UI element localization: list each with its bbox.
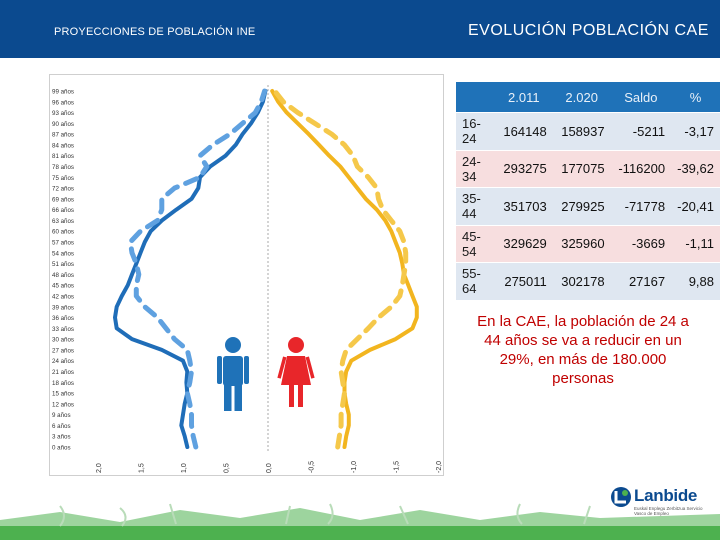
y-tick-label: 51 años bbox=[52, 261, 74, 268]
y-tick-label: 15 años bbox=[52, 391, 74, 398]
table-cell: -3,17 bbox=[671, 112, 720, 150]
right-title: EVOLUCIÓN POBLACIÓN CAE bbox=[468, 22, 709, 39]
logo-name: Lanbide bbox=[634, 486, 698, 505]
table-cell: -116200 bbox=[610, 149, 672, 188]
y-tick-label: 60 años bbox=[52, 229, 74, 236]
table-cell: 35-44 bbox=[456, 187, 495, 225]
y-tick-label: 66 años bbox=[52, 207, 74, 214]
table-cell: 325960 bbox=[552, 224, 611, 263]
y-tick-label: 87 años bbox=[52, 132, 74, 139]
x-tick-label: 1,5 bbox=[139, 463, 146, 473]
y-tick-label: 36 años bbox=[52, 315, 74, 322]
table-row: 24-34 293275 177075 -116200 -39,62 bbox=[456, 149, 720, 188]
table-cell: -39,62 bbox=[671, 149, 720, 188]
y-tick-label: 18 años bbox=[52, 380, 74, 387]
table-cell: 16-24 bbox=[456, 112, 495, 150]
population-pyramid-chart: 99 años 96 años 93 años 90 años 87 años 84 añ… bbox=[49, 74, 444, 476]
decorative-footer-band bbox=[0, 496, 720, 540]
y-tick-label: 0 años bbox=[52, 445, 71, 452]
y-tick-label: 6 años bbox=[52, 423, 71, 430]
y-tick-label: 57 años bbox=[52, 240, 74, 247]
table-cell: 55-64 bbox=[456, 262, 495, 300]
y-tick-label: 42 años bbox=[52, 293, 74, 300]
y-tick-label: 27 años bbox=[52, 347, 74, 354]
y-tick-label: 84 años bbox=[52, 142, 74, 149]
table-cell: 177075 bbox=[552, 149, 611, 188]
y-tick-label: 30 años bbox=[52, 337, 74, 344]
table-header-row: 2.011 2.020 Saldo % bbox=[456, 82, 720, 113]
y-tick-label: 75 años bbox=[52, 175, 74, 182]
table-cell: 302178 bbox=[552, 262, 611, 300]
table-header-cell: Saldo bbox=[610, 82, 672, 113]
y-tick-label: 33 años bbox=[52, 326, 74, 333]
table-cell: 164148 bbox=[494, 112, 553, 150]
x-tick-label: 0,5 bbox=[224, 463, 231, 473]
lanbide-logo-icon bbox=[611, 487, 631, 507]
key-statement: En la CAE, la población de 24 a 44 años … bbox=[477, 313, 689, 387]
table-cell: 351703 bbox=[494, 187, 553, 225]
table-cell: -1,11 bbox=[671, 224, 720, 263]
y-tick-label: 3 años bbox=[52, 434, 71, 441]
x-tick-label: -2,0 bbox=[436, 461, 443, 473]
y-tick-label: 90 años bbox=[52, 121, 74, 128]
y-tick-label: 24 años bbox=[52, 358, 74, 365]
y-tick-label: 93 años bbox=[52, 110, 74, 117]
x-tick-label: 2,0 bbox=[96, 463, 103, 473]
x-tick-label: 1,0 bbox=[181, 463, 188, 473]
x-tick-label: -0,5 bbox=[309, 461, 316, 473]
x-tick-label: -1,5 bbox=[394, 461, 401, 473]
y-tick-label: 96 años bbox=[52, 99, 74, 106]
table-cell: 158937 bbox=[552, 112, 611, 150]
table-cell: 279925 bbox=[552, 187, 611, 225]
y-tick-label: 12 años bbox=[52, 401, 74, 408]
y-tick-label: 72 años bbox=[52, 186, 74, 193]
table-cell: -3669 bbox=[610, 224, 672, 263]
y-tick-label: 81 años bbox=[52, 153, 74, 160]
table-cell: -71778 bbox=[610, 187, 672, 225]
y-tick-label: 69 años bbox=[52, 196, 74, 203]
header-bar: PROYECCIONES DE POBLACIÓN INE EVOLUCIÓN … bbox=[0, 0, 720, 58]
table-cell: 293275 bbox=[494, 149, 553, 188]
y-tick-label: 99 años bbox=[52, 89, 74, 96]
x-tick-label: -1,0 bbox=[351, 461, 358, 473]
table-cell: -5211 bbox=[610, 112, 672, 150]
y-tick-label: 63 años bbox=[52, 218, 74, 225]
table-row: 16-24 164148 158937 -5211 -3,17 bbox=[456, 112, 720, 150]
table-cell: 9,88 bbox=[671, 262, 720, 300]
table-cell: 27167 bbox=[610, 262, 672, 300]
series-line-women-dashed bbox=[272, 88, 409, 450]
y-tick-label: 78 años bbox=[52, 164, 74, 171]
left-title: PROYECCIONES DE POBLACIÓN INE bbox=[54, 26, 256, 38]
table-cell: 329629 bbox=[494, 224, 553, 263]
y-tick-label: 21 años bbox=[52, 369, 74, 376]
y-tick-label: 39 años bbox=[52, 304, 74, 311]
y-tick-label: 48 años bbox=[52, 272, 74, 279]
table-cell: 45-54 bbox=[456, 224, 495, 263]
series-line-men-solid bbox=[113, 89, 268, 449]
table-cell: 24-34 bbox=[456, 149, 495, 188]
lanbide-logo: Lanbide Euskal Enplegu Zerbitzua Servici… bbox=[610, 484, 710, 524]
y-tick-label: 9 años bbox=[52, 412, 71, 419]
pyramid-svg: 99 años 96 años 93 años 90 años 87 años 84 añ… bbox=[52, 85, 443, 473]
cae-population-table: 2.011 2.020 Saldo % 16-24 164148 158937 … bbox=[456, 82, 720, 300]
table-cell: 275011 bbox=[494, 262, 553, 300]
man-icon bbox=[217, 337, 249, 411]
table-row: 55-64 275011 302178 27167 9,88 bbox=[456, 262, 720, 300]
table-row: 45-54 329629 325960 -3669 -1,11 bbox=[456, 224, 720, 263]
table-row: 35-44 351703 279925 -71778 -20,41 bbox=[456, 187, 720, 225]
table-header-cell: % bbox=[671, 82, 720, 113]
table-cell: -20,41 bbox=[671, 187, 720, 225]
woman-icon bbox=[277, 337, 315, 407]
y-tick-label: 45 años bbox=[52, 283, 74, 290]
y-tick-label: 54 años bbox=[52, 250, 74, 257]
table-header-cell: 2.011 bbox=[494, 82, 553, 113]
series-line-men-dashed bbox=[127, 88, 268, 450]
x-tick-label: 0,0 bbox=[266, 463, 273, 473]
table-header-cell: 2.020 bbox=[552, 82, 611, 113]
table-header-cell bbox=[456, 82, 495, 113]
logo-tagline: Euskal Enplegu Zerbitzua Servicio Vasco … bbox=[634, 506, 703, 516]
